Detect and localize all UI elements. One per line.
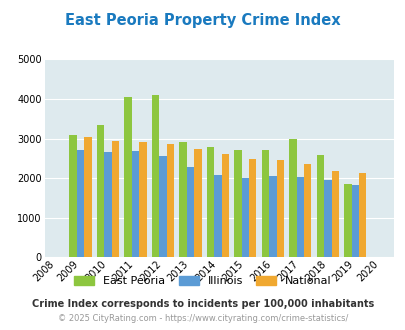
Bar (111, 141, 119, 257)
Bar (139, 142, 146, 257)
Bar (69, 135, 77, 257)
Bar (343, 184, 351, 257)
Bar (179, 142, 186, 257)
Bar (84, 137, 91, 257)
Text: © 2025 CityRating.com - https://www.cityrating.com/crime-statistics/: © 2025 CityRating.com - https://www.city… (58, 314, 347, 323)
Bar (241, 178, 248, 257)
Bar (331, 171, 338, 257)
Bar (276, 160, 283, 257)
Bar (296, 177, 303, 257)
Bar (166, 144, 174, 257)
Bar (213, 175, 221, 257)
Bar (351, 184, 358, 257)
Text: Crime Index corresponds to incidents per 100,000 inhabitants: Crime Index corresponds to incidents per… (32, 299, 373, 309)
Bar (124, 97, 131, 257)
Bar (194, 149, 201, 257)
Bar (248, 159, 256, 257)
Text: East Peoria Property Crime Index: East Peoria Property Crime Index (65, 13, 340, 28)
Bar (323, 180, 331, 257)
Bar (104, 152, 111, 257)
Bar (159, 156, 166, 257)
Bar (77, 150, 84, 257)
Bar (131, 151, 139, 257)
Bar (234, 150, 241, 257)
Bar (206, 147, 213, 257)
Bar (269, 176, 276, 257)
Bar (96, 125, 104, 257)
Bar (303, 164, 311, 257)
Bar (221, 154, 228, 257)
Bar (358, 173, 366, 257)
Bar (186, 167, 194, 257)
Bar (316, 155, 323, 257)
Bar (288, 139, 296, 257)
Legend: East Peoria, Illinois, National: East Peoria, Illinois, National (70, 271, 335, 290)
Bar (261, 150, 269, 257)
Bar (151, 95, 159, 257)
